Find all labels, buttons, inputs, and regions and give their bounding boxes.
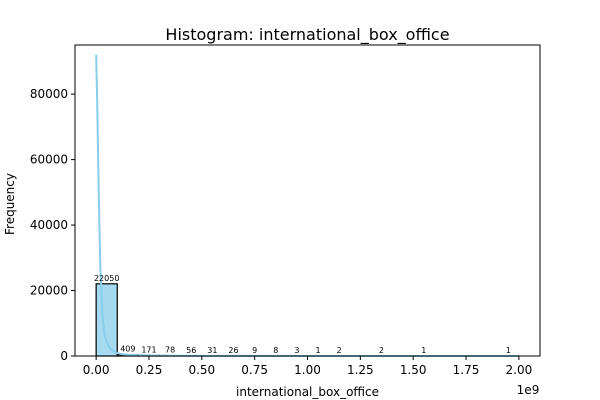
y-axis-ticks: 0 20000 40000 60000 80000: [30, 87, 75, 363]
bar-count-label: 8: [273, 346, 278, 355]
x-tick-label: 0.00: [83, 363, 110, 377]
y-tick-label: 20000: [30, 284, 68, 298]
x-tick-label: 1.25: [347, 363, 374, 377]
bar-count-label: 2: [337, 346, 342, 355]
bar-count-label: 2: [379, 346, 384, 355]
y-tick-label: 80000: [30, 87, 68, 101]
x-offset-label: 1e9: [517, 383, 540, 397]
y-tick-label: 40000: [30, 218, 68, 232]
x-tick-label: 1.75: [453, 363, 480, 377]
bar-count-label: 31: [207, 346, 217, 355]
bar-count-label: 78: [165, 346, 175, 355]
x-axis-label: international_box_office: [236, 385, 379, 399]
bar-count-label: 22050: [94, 274, 119, 283]
histogram-bar: [95, 283, 118, 357]
x-tick-label: 0.50: [188, 363, 215, 377]
y-tick-label: 60000: [30, 153, 68, 167]
plot-frame: [74, 44, 541, 357]
bars-group: [95, 283, 520, 357]
bar-count-label: 1: [421, 346, 426, 355]
chart-title: Histogram: international_box_office: [165, 25, 449, 45]
bar-count-label: 1: [506, 346, 511, 355]
bar-count-label: 171: [141, 345, 156, 354]
bar-count-label: 26: [228, 346, 238, 355]
x-tick-label: 0.75: [241, 363, 268, 377]
x-tick-label: 0.25: [136, 363, 163, 377]
bar-count-label: 3: [294, 346, 299, 355]
x-tick-label: 2.00: [506, 363, 533, 377]
kde-line: [95, 54, 519, 357]
x-tick-label: 1.50: [400, 363, 427, 377]
bar-count-label: 409: [120, 345, 135, 354]
x-tick-label: 1.00: [294, 363, 321, 377]
bar-count-label: 9: [252, 346, 257, 355]
bar-count-label: 56: [186, 346, 196, 355]
y-axis-label: Frequency: [3, 173, 17, 235]
x-axis-ticks: 0.00 0.25 0.50 0.75 1.00 1.25 1.50 1.75 2.00: [83, 356, 532, 377]
y-tick-label: 0: [60, 349, 68, 363]
bar-count-label: 1: [316, 346, 321, 355]
